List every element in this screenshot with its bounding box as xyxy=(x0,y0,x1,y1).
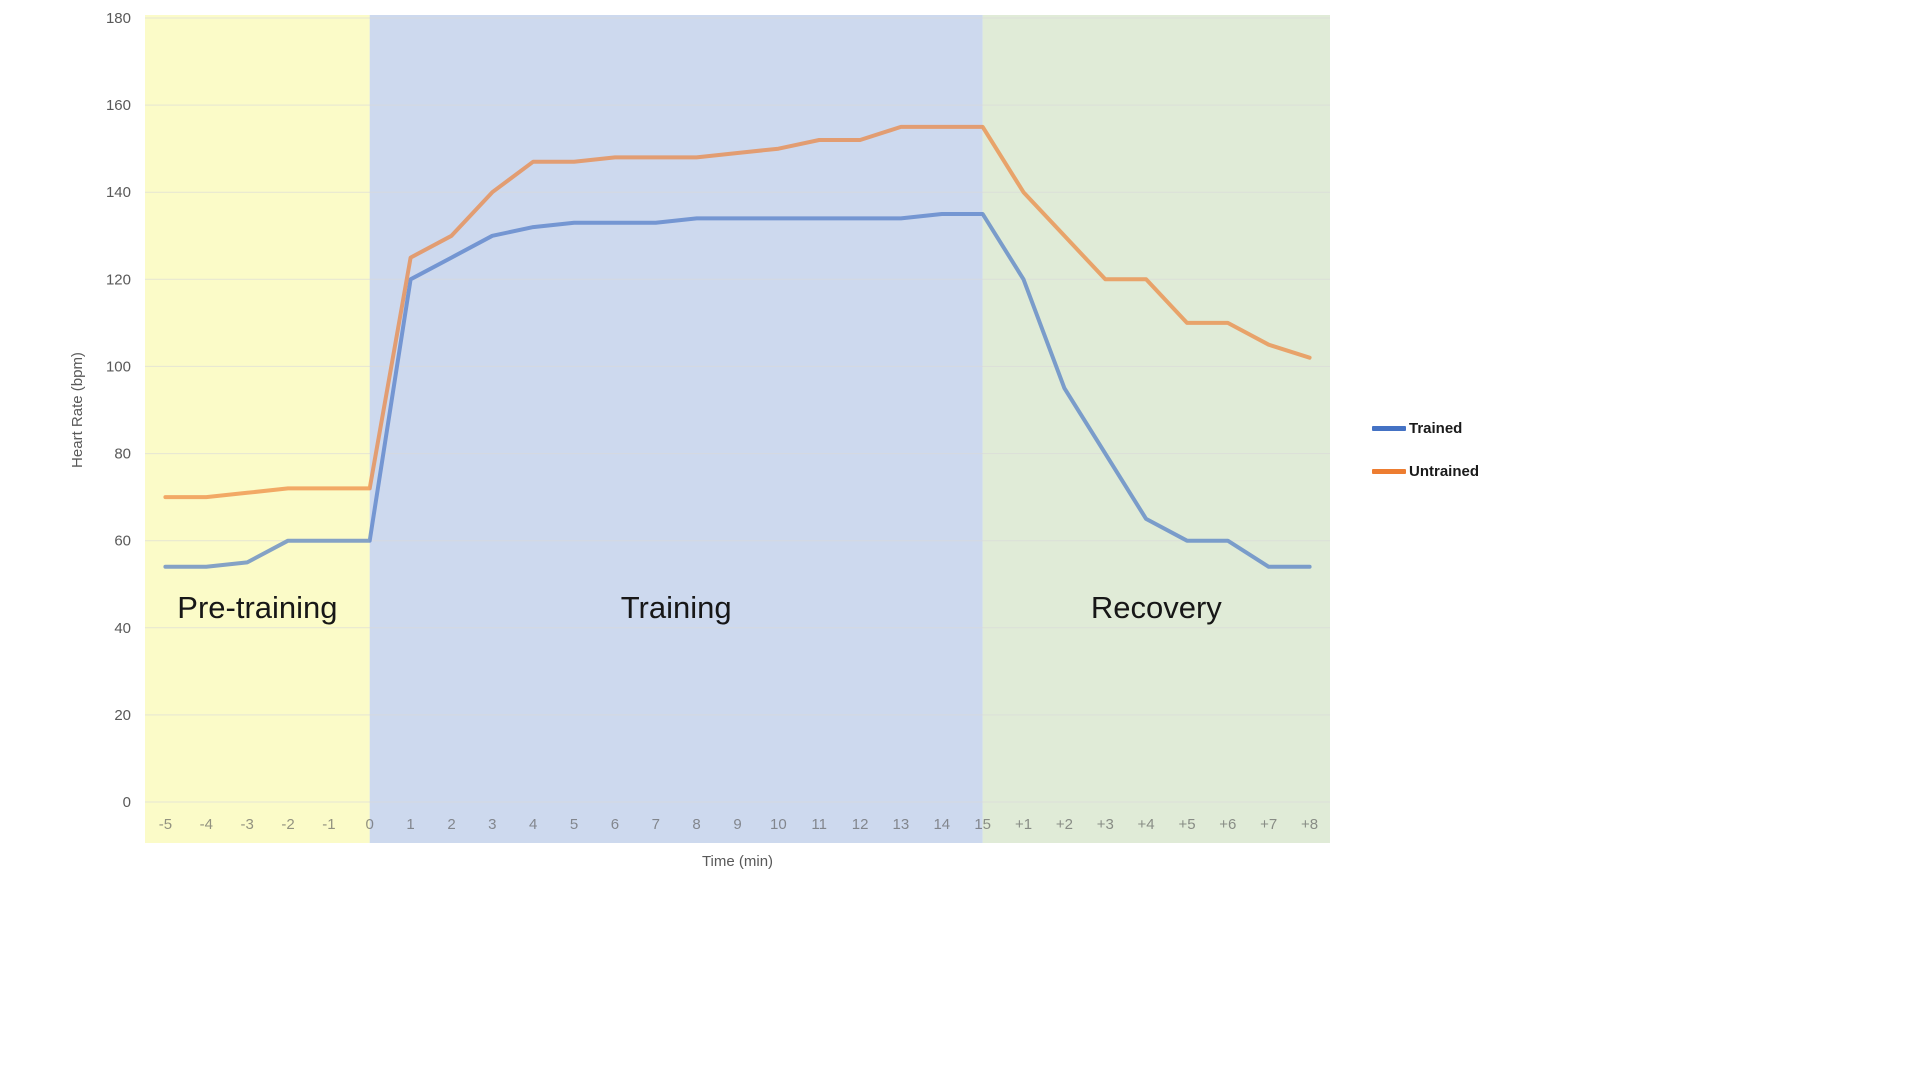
x-tick-label: 15 xyxy=(974,816,991,833)
x-tick-label: 14 xyxy=(933,816,950,833)
x-axis-title: Time (min) xyxy=(702,853,773,870)
phase-label: Training xyxy=(621,590,732,625)
x-tick-label: +3 xyxy=(1097,816,1114,833)
x-tick-label: 1 xyxy=(406,816,414,833)
x-tick-label: -2 xyxy=(281,816,294,833)
x-tick-label: 9 xyxy=(733,816,741,833)
x-tick-label: 11 xyxy=(811,816,827,833)
phase-tint-overlay xyxy=(145,15,370,843)
phase-band xyxy=(145,15,370,843)
y-tick-label: 100 xyxy=(106,358,131,375)
x-tick-label: +1 xyxy=(1015,816,1032,833)
x-tick-label: +2 xyxy=(1056,816,1073,833)
y-tick-label: 80 xyxy=(114,446,131,463)
legend-item-untrained: Untrained xyxy=(1372,463,1479,480)
x-tick-label: +5 xyxy=(1178,816,1195,833)
x-tick-label: +6 xyxy=(1219,816,1236,833)
y-tick-label: 180 xyxy=(106,10,131,27)
x-tick-label: 8 xyxy=(692,816,700,833)
x-tick-label: 5 xyxy=(570,816,578,833)
phase-label: Recovery xyxy=(1091,590,1222,625)
x-tick-label: 2 xyxy=(447,816,455,833)
y-tick-label: 60 xyxy=(114,533,131,550)
legend-item-trained: Trained xyxy=(1372,420,1479,437)
x-tick-label: 10 xyxy=(770,816,787,833)
x-tick-label: 0 xyxy=(366,816,374,833)
legend: Trained Untrained xyxy=(1372,420,1479,506)
y-tick-label: 20 xyxy=(114,707,131,724)
series-line-untrained xyxy=(163,124,1312,500)
x-tick-label: -1 xyxy=(322,816,335,833)
x-tick-label: -4 xyxy=(200,816,213,833)
phase-tint-overlay xyxy=(369,15,983,843)
y-tick-label: 160 xyxy=(106,97,131,114)
series-line-trained xyxy=(163,212,1312,569)
x-tick-label: 3 xyxy=(488,816,496,833)
x-tick-label: +4 xyxy=(1138,816,1155,833)
x-tick-label: 7 xyxy=(652,816,660,833)
phase-label: Pre-training xyxy=(177,590,337,625)
x-tick-label: 12 xyxy=(852,816,869,833)
x-tick-label: +7 xyxy=(1260,816,1277,833)
y-tick-label: 140 xyxy=(106,184,131,201)
y-tick-label: 40 xyxy=(114,620,131,637)
phase-band xyxy=(982,15,1330,843)
y-tick-label: 0 xyxy=(123,794,131,811)
x-tick-label: 13 xyxy=(893,816,910,833)
x-tick-label: 6 xyxy=(611,816,619,833)
legend-label-trained: Trained xyxy=(1409,420,1463,437)
x-tick-label: -3 xyxy=(241,816,254,833)
x-tick-label: 4 xyxy=(529,816,537,833)
phase-band xyxy=(369,15,983,843)
trained-line-swatch xyxy=(1372,426,1406,431)
untrained-line-swatch xyxy=(1372,469,1406,474)
y-tick-label: 120 xyxy=(106,271,131,288)
y-axis-title: Heart Rate (bpm) xyxy=(69,352,86,468)
phase-tint-overlay xyxy=(982,15,1330,843)
x-tick-label: +8 xyxy=(1301,816,1318,833)
x-tick-label: -5 xyxy=(159,816,172,833)
legend-label-untrained: Untrained xyxy=(1409,463,1480,480)
